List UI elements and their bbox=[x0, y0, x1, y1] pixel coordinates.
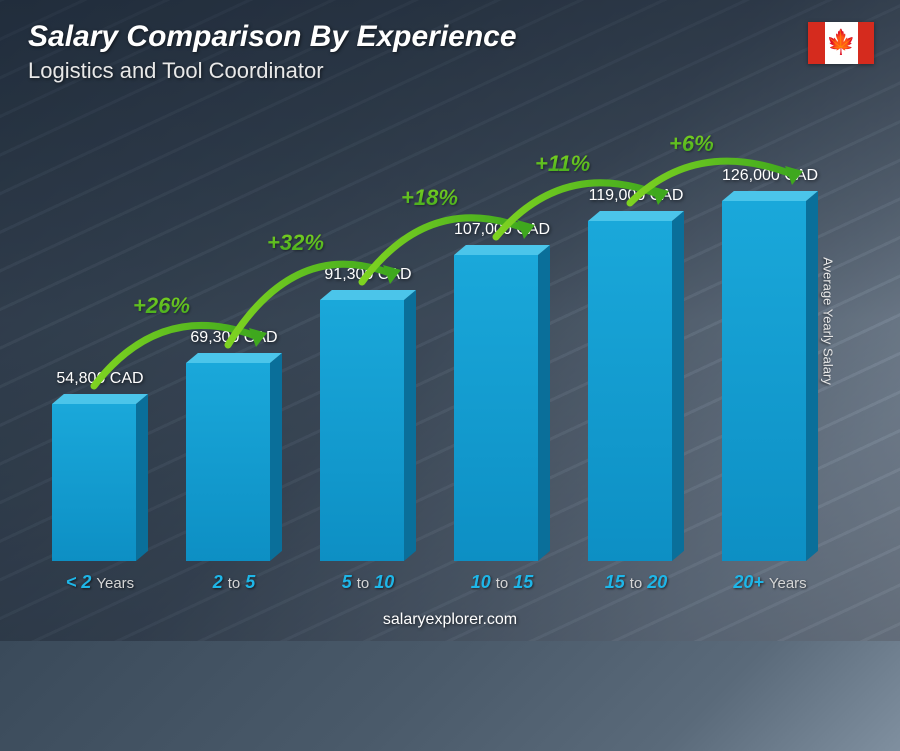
flag-stripe-left bbox=[808, 22, 825, 64]
infographic-container: Salary Comparison By Experience Logistic… bbox=[0, 0, 900, 641]
flag-center: 🍁 bbox=[825, 22, 858, 64]
chart-subtitle: Logistics and Tool Coordinator bbox=[28, 58, 324, 84]
chart-title: Salary Comparison By Experience bbox=[28, 20, 517, 54]
increase-arc bbox=[40, 110, 900, 751]
flag-stripe-right bbox=[858, 22, 875, 64]
percent-increase-label: +6% bbox=[669, 131, 714, 157]
footer-attribution: salaryexplorer.com bbox=[0, 611, 900, 629]
maple-leaf-icon: 🍁 bbox=[826, 31, 856, 55]
country-flag-canada: 🍁 bbox=[808, 22, 874, 64]
bar-chart: 54,800 CAD< 2 Years69,300 CAD2 to 5+26%9… bbox=[40, 110, 840, 561]
